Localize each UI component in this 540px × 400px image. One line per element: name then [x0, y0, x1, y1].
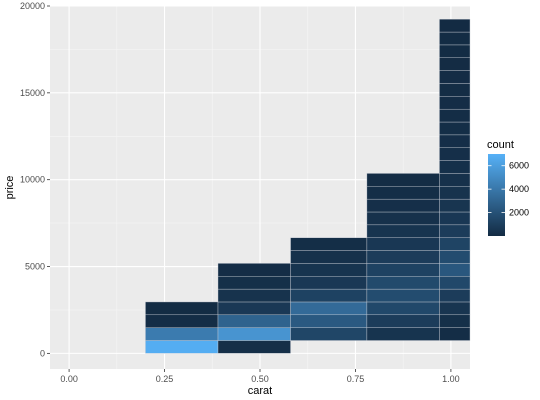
y-tick-label: 15000 [20, 88, 45, 98]
legend-colorbar [488, 154, 505, 236]
heatmap-tile [439, 237, 471, 251]
heatmap-tile [439, 198, 471, 213]
legend-tick-label: 2000 [509, 208, 529, 218]
legend-ticks: 2000 4000 6000 [488, 161, 529, 218]
heatmap-tile [439, 134, 471, 148]
heatmap-tile [439, 211, 471, 226]
heatmap-tile [145, 327, 219, 341]
legend-tick-label: 6000 [509, 161, 529, 171]
heatmap-tile [366, 250, 440, 264]
heatmap-tile [145, 340, 219, 354]
heatmap-tile [439, 173, 471, 187]
heatmap-tile [439, 250, 471, 264]
heatmap-tile [290, 250, 368, 264]
heatmap-tile [217, 301, 291, 316]
heatmap-tile [439, 288, 471, 303]
heatmap-tile [439, 147, 471, 161]
x-tick-label: 0.50 [251, 374, 269, 384]
x-tick-label: 0.25 [156, 374, 174, 384]
heatmap-tile [366, 173, 440, 187]
heatmap-tiles [145, 19, 471, 354]
heatmap-tile [290, 263, 368, 277]
heatmap-tile [439, 224, 471, 238]
heatmap-tile [439, 263, 471, 277]
heatmap-tile [290, 276, 368, 290]
x-tick-label: 1.00 [442, 374, 460, 384]
x-axis-title: carat [248, 385, 272, 397]
legend-title: count [487, 139, 514, 151]
heatmap-tile [439, 108, 471, 123]
heatmap-tile [366, 211, 440, 226]
heatmap-tile [366, 263, 440, 277]
heatmap-tile [217, 288, 291, 303]
y-axis-title: price [4, 176, 16, 200]
heatmap-tile [439, 44, 471, 58]
y-axis-ticks: 0 5000 10000 15000 20000 [20, 1, 50, 358]
heatmap-tile [439, 301, 471, 316]
y-tick-label: 0 [40, 348, 45, 358]
x-axis-ticks: 0.00 0.25 0.50 0.75 1.00 [60, 369, 460, 384]
heatmap-tile [217, 327, 291, 341]
y-tick-label: 10000 [20, 175, 45, 185]
heatmap-tile [439, 314, 471, 328]
heatmap-tile [439, 186, 471, 200]
heatmap-tile [439, 83, 471, 97]
heatmap-tile [439, 19, 471, 33]
heatmap-tile [439, 31, 471, 46]
heatmap-tile [439, 327, 471, 341]
x-tick-label: 0.75 [347, 374, 365, 384]
heatmap-tile [439, 70, 471, 84]
heatmap-tile [366, 198, 440, 213]
heatmap-tile [290, 314, 368, 328]
heatmap-tile [366, 327, 440, 341]
y-tick-label: 5000 [25, 262, 45, 272]
heatmap-tile [290, 327, 368, 341]
color-legend: count 2000 4000 6000 [487, 139, 529, 236]
heatmap-tile [290, 288, 368, 303]
heatmap-tile [366, 186, 440, 200]
heatmap-tile [366, 301, 440, 316]
heatmap-tile [366, 276, 440, 290]
heatmap-tile [439, 121, 471, 136]
heatmap-tile [145, 301, 219, 316]
legend-tick-label: 4000 [509, 184, 529, 194]
heatmap-tile [366, 224, 440, 238]
heatmap-tile [290, 237, 368, 251]
heatmap-tile [439, 96, 471, 110]
heatmap-tile [366, 314, 440, 328]
heatmap-tile [145, 314, 219, 328]
heatmap-tile [439, 57, 471, 71]
heatmap-tile [290, 301, 368, 316]
heatmap-tile [217, 263, 291, 277]
heatmap-tile [217, 340, 291, 354]
heatmap-tile [439, 276, 471, 290]
heatmap-tile [366, 288, 440, 303]
x-tick-label: 0.00 [60, 374, 78, 384]
heatmap-tile [217, 314, 291, 328]
heatmap-tile [439, 160, 471, 174]
heatmap-tile [366, 237, 440, 251]
heatmap-tile [217, 276, 291, 290]
y-tick-label: 20000 [20, 1, 45, 11]
